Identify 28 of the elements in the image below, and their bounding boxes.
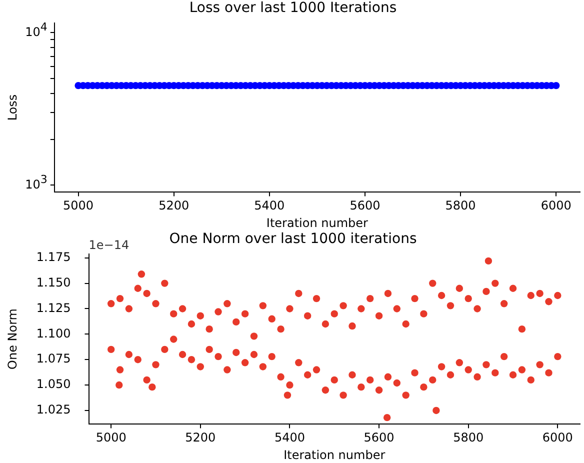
chart-title: One Norm over last 1000 iterations — [169, 231, 417, 248]
y-axis-title: One Norm — [5, 308, 20, 370]
x-tick-label: 5800 — [453, 430, 484, 445]
chart-title: Loss over last 1000 Iterations — [189, 0, 397, 16]
y-tick-label: 1.150 — [36, 275, 71, 290]
x-tick-label: 5600 — [350, 198, 380, 213]
y-axis-title: Loss — [5, 94, 20, 121]
x-tick-label: 5200 — [185, 430, 216, 445]
x-tick-label: 5200 — [158, 198, 190, 213]
x-tick-label: 6000 — [542, 430, 573, 445]
x-tick-label: 5400 — [274, 430, 305, 445]
y-tick-label: 1.100 — [36, 326, 71, 340]
x-axis-title: Iteration number — [284, 448, 386, 462]
x-tick-label: 5800 — [445, 198, 476, 213]
y-tick-label: 1.050 — [36, 377, 71, 392]
x-tick-label: 5600 — [364, 430, 394, 445]
y-tick-label: 1.125 — [36, 300, 71, 315]
text: 1e−14 — [88, 238, 130, 252]
x-axis-title: Iteration number — [266, 216, 368, 230]
y-tick-label: 104 — [25, 20, 48, 39]
y-tick-label: 103 — [25, 173, 48, 192]
x-tick-label: 5000 — [63, 198, 94, 213]
y-tick-label: 1.025 — [36, 402, 71, 417]
x-tick-label: 5000 — [96, 430, 126, 445]
x-tick-label: 5400 — [254, 198, 285, 213]
x-tick-label: 6000 — [540, 198, 572, 213]
y-tick-label: 1.175 — [36, 250, 71, 264]
y-tick-label: 1.075 — [36, 352, 71, 366]
